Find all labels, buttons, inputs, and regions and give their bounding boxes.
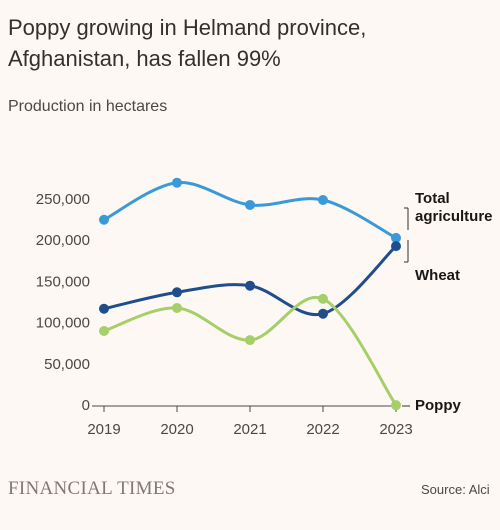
data-point (245, 335, 255, 346)
data-point (172, 177, 182, 188)
y-tick-label: 150,000 (36, 273, 90, 290)
series-label: Wheat (415, 267, 460, 284)
data-point (391, 232, 401, 243)
data-point (318, 308, 328, 319)
data-point (99, 303, 109, 314)
series-line (103, 295, 398, 407)
bracket (404, 207, 409, 263)
x-tick-label: 2023 (379, 421, 412, 438)
series-line (103, 245, 398, 317)
data-point (318, 293, 328, 304)
y-tick-label: 250,000 (36, 191, 90, 208)
x-tick-label: 2022 (306, 421, 339, 438)
x-tick-label: 2020 (160, 421, 193, 438)
data-point (318, 195, 328, 205)
data-point (99, 214, 109, 225)
y-tick-label: 200,000 (36, 232, 90, 249)
chart-subtitle: Production in hectares (8, 98, 168, 115)
data-point (99, 326, 109, 337)
series-line (103, 181, 397, 240)
data-point (391, 241, 401, 252)
y-tick-label: 100,000 (36, 315, 90, 332)
chart-title: Poppy growing in Helmand province, Afgha… (8, 15, 367, 71)
x-tick-label: 2019 (87, 421, 120, 438)
data-point (245, 199, 255, 210)
source: Source: Alci (421, 482, 490, 497)
data-point (172, 302, 182, 313)
x-tick-label: 2021 (233, 421, 266, 438)
data-point (391, 400, 401, 411)
y-tick-label: 0 (82, 397, 90, 414)
data-point (172, 287, 182, 298)
series-label: Total agriculture (415, 190, 493, 225)
brand: FINANCIAL TIMES (8, 478, 176, 499)
y-tick-label: 50,000 (44, 356, 90, 373)
data-point (245, 280, 255, 291)
series-label: Poppy (415, 397, 461, 414)
